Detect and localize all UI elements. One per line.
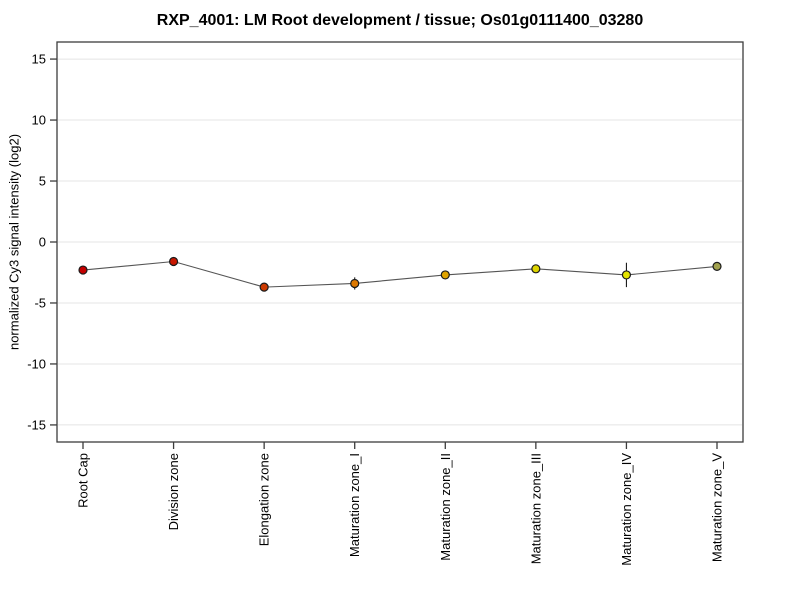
data-point bbox=[712, 261, 722, 271]
chart-title: RXP_4001: LM Root development / tissue; … bbox=[156, 12, 644, 29]
data-point bbox=[440, 270, 450, 280]
x-tick-label: Maturation zone_I bbox=[347, 453, 362, 557]
series-line bbox=[82, 260, 718, 288]
x-tick-label: Maturation zone_III bbox=[528, 453, 543, 564]
data-point bbox=[259, 282, 269, 292]
y-tick-label: 5 bbox=[39, 174, 46, 189]
y-tick-label: -15 bbox=[27, 417, 46, 432]
y-tick-label: -5 bbox=[34, 295, 46, 310]
data-point bbox=[621, 270, 632, 280]
data-point bbox=[78, 265, 88, 275]
x-tick-label: Division zone bbox=[166, 453, 181, 530]
y-tick-label: -10 bbox=[27, 356, 46, 371]
x-tick-label: Maturation zone_II bbox=[438, 453, 453, 561]
data-point bbox=[350, 278, 360, 289]
y-tick-label: 15 bbox=[32, 52, 46, 67]
y-tick-label: 10 bbox=[32, 113, 46, 128]
y-tick-label: 0 bbox=[39, 235, 46, 250]
x-tick-label: Elongation zone bbox=[257, 453, 272, 546]
data-point bbox=[531, 264, 541, 274]
x-tick-label: Maturation zone_IV bbox=[619, 453, 634, 566]
x-tick-label: Maturation zone_V bbox=[710, 453, 725, 562]
x-tick-label: Root Cap bbox=[76, 453, 91, 508]
data-point bbox=[168, 256, 179, 267]
